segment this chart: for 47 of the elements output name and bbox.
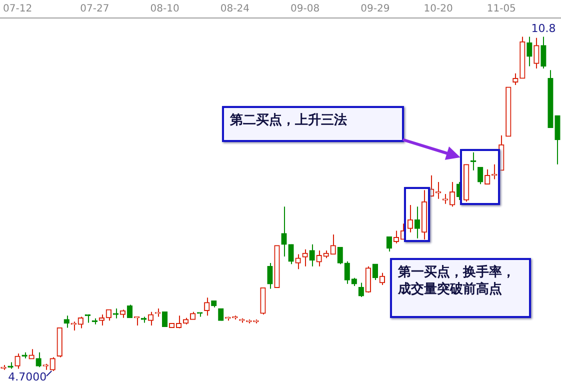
x-tick-label: 10-20 <box>424 4 453 15</box>
candlestick <box>484 168 490 185</box>
candlestick <box>316 250 322 267</box>
candlestick <box>372 264 378 281</box>
candlestick <box>281 206 287 257</box>
x-tick-label: 09-08 <box>290 4 320 15</box>
candlestick <box>512 72 518 86</box>
callout-box: 第一买点，换手率，成交量突破前高点 <box>390 258 531 318</box>
candlestick <box>554 115 560 165</box>
candlestick <box>148 311 154 326</box>
candlestick <box>64 315 70 328</box>
candlestick <box>540 36 546 70</box>
x-tick-label: 08-10 <box>150 4 180 15</box>
candlestick <box>78 316 84 329</box>
candlestick <box>414 206 420 239</box>
candlestick <box>288 244 294 265</box>
candlestick <box>379 272 386 286</box>
x-tick-label: 09-29 <box>360 4 390 15</box>
x-tick-label: 07-27 <box>80 4 110 15</box>
candlestick <box>386 236 392 252</box>
candlestick <box>309 244 315 267</box>
candlestick <box>50 356 56 372</box>
candlestick <box>407 204 414 233</box>
candlestick <box>126 304 133 318</box>
candlestick <box>365 266 371 294</box>
text: 10.8 <box>531 22 556 36</box>
candlestick <box>267 262 273 290</box>
candlestick <box>330 234 336 255</box>
candlestick <box>478 166 484 185</box>
candlestick <box>162 311 168 327</box>
candlestick <box>14 352 20 370</box>
candlestick <box>36 352 42 368</box>
x-tick-label: 11-05 <box>486 4 516 15</box>
x-tick-label: 08-24 <box>220 4 250 15</box>
candlestick <box>302 248 308 267</box>
candlestick <box>534 37 540 70</box>
candlestick <box>112 308 119 319</box>
candlestick <box>526 36 532 67</box>
candlestick <box>337 246 343 265</box>
candlestick <box>28 348 34 360</box>
candlestick <box>344 260 350 284</box>
x-tick-label: 07-12 <box>3 4 32 15</box>
candlestick <box>218 308 224 322</box>
candlestick <box>204 297 210 316</box>
callout-box: 第二买点，上升三法 <box>222 106 404 142</box>
annotation: 4.7000 <box>8 370 47 384</box>
candlestick <box>295 254 301 270</box>
